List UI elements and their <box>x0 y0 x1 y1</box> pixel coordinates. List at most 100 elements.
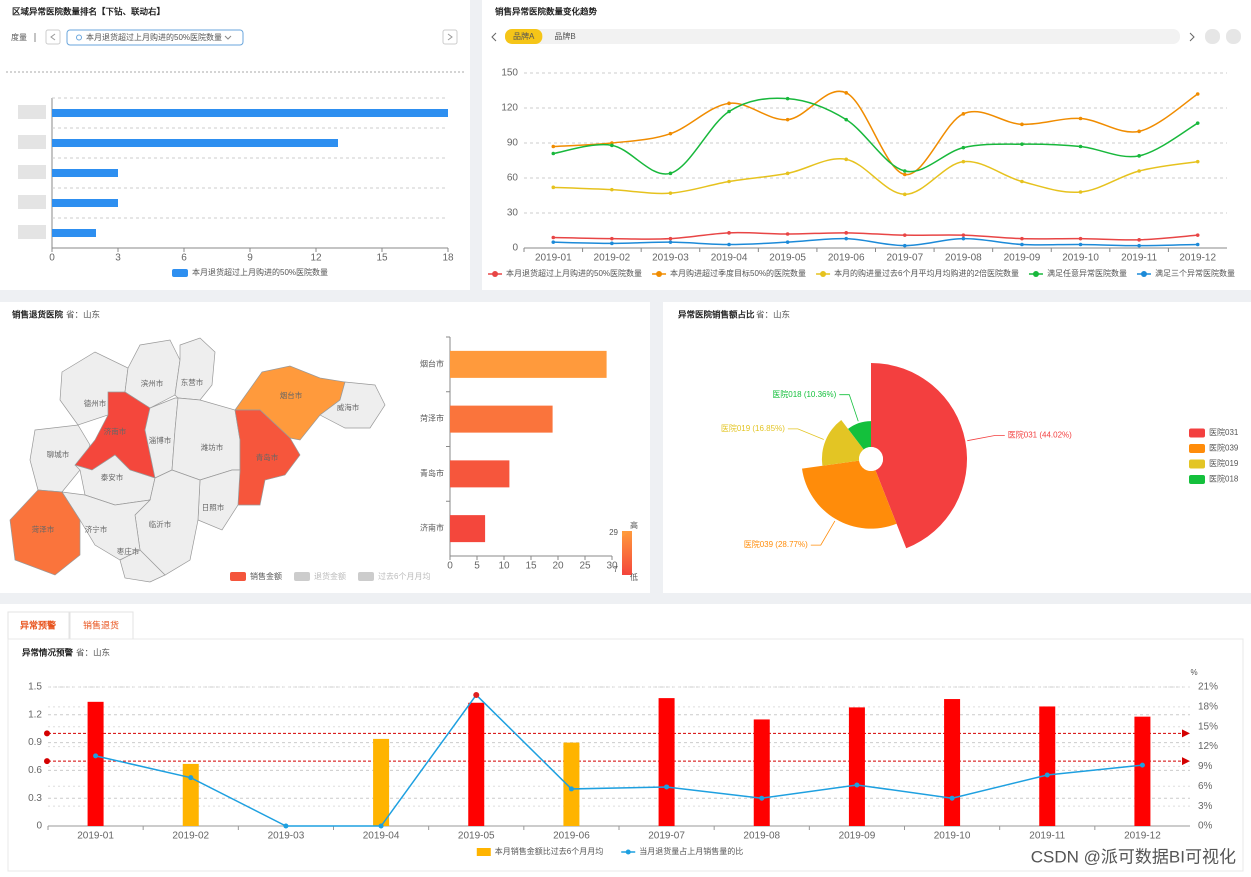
map-region[interactable] <box>171 397 241 481</box>
map-region[interactable] <box>234 409 301 506</box>
line <box>553 237 1198 247</box>
line-point <box>610 241 614 246</box>
region-label: 泰安市 <box>101 472 124 482</box>
bar <box>52 229 96 237</box>
legend-swatch <box>476 848 491 856</box>
chart-title: 区域异常医院数量排名【下钻、联动右】 <box>12 6 165 16</box>
line-point <box>844 117 849 122</box>
line <box>553 231 1198 241</box>
bar <box>658 698 675 826</box>
line-point <box>727 231 731 235</box>
bar <box>848 707 865 826</box>
tab-label[interactable]: 销售退货 <box>83 619 119 630</box>
filter-select[interactable] <box>66 29 244 46</box>
tab-active[interactable] <box>505 29 543 44</box>
pie-slice[interactable] <box>801 460 897 529</box>
line-point <box>727 101 731 106</box>
icon-button[interactable] <box>1205 29 1220 44</box>
map-region[interactable] <box>29 424 91 493</box>
region-label: 德州市 <box>84 398 107 408</box>
pie-slice[interactable] <box>821 419 864 466</box>
bar <box>450 350 607 378</box>
x-tick-label: 2019-11 <box>1121 253 1157 264</box>
line-point <box>1139 762 1145 768</box>
legend-label: 本月退货超过上月购进的50%医院数量 <box>192 267 328 277</box>
line-point <box>551 240 556 244</box>
line-point <box>1020 242 1024 247</box>
prev-button[interactable] <box>491 32 497 42</box>
line-point <box>610 143 614 148</box>
pie-slice[interactable] <box>871 363 968 549</box>
line-point <box>902 172 907 177</box>
region-label: 淄博市 <box>149 435 172 445</box>
y-tick-label: 1.5 <box>28 682 42 693</box>
tab-label[interactable]: 品牌B <box>554 31 575 41</box>
line-point <box>551 151 556 156</box>
line-point <box>727 242 731 247</box>
chart-subtitle: 省：山东 <box>756 309 790 319</box>
line-point <box>1078 116 1083 121</box>
pie-slice[interactable] <box>848 421 871 450</box>
bar <box>182 763 199 826</box>
y-tick-label: 150 <box>501 68 518 79</box>
legend-label: 满足任意异常医院数量 <box>1047 268 1127 278</box>
x-tick-label: 18 <box>442 253 454 264</box>
blurred-label <box>18 105 46 119</box>
bar <box>52 139 338 147</box>
y2-tick-label: 9% <box>1198 761 1213 772</box>
visual-map-value: 29 <box>609 528 618 537</box>
legend-swatch <box>294 572 310 581</box>
map-region[interactable] <box>319 381 386 429</box>
legend: 本月退货超过上月购进的50%医院数量 <box>171 267 328 277</box>
map-region[interactable] <box>9 489 81 576</box>
measure-label: 度量 <box>11 32 27 42</box>
watermark: CSDN @派可数据BI可视化 <box>1031 847 1236 866</box>
prev-button[interactable] <box>45 29 61 45</box>
region-label: 潍坊市 <box>201 442 224 452</box>
x-tick-label: 2019-07 <box>886 253 923 264</box>
line-point <box>1020 142 1024 146</box>
line-point <box>785 240 790 244</box>
tab-bar <box>505 29 1180 44</box>
bar <box>468 702 485 826</box>
line-point <box>1137 154 1141 158</box>
line-point <box>664 784 670 790</box>
x-tick-label: 0 <box>49 253 55 264</box>
line-point <box>854 782 860 788</box>
map-region[interactable] <box>119 549 166 583</box>
legend: 本月销售金额比过去6个月月均 当月退货量占上月销售量的比 <box>476 846 743 856</box>
x-tick-label: 2019-03 <box>652 253 689 264</box>
visual-map-value: 7 <box>614 565 619 574</box>
x-tick-label: 2019-01 <box>535 253 572 264</box>
map-region[interactable] <box>61 491 151 561</box>
line-point <box>844 157 849 162</box>
region-label: 烟台市 <box>280 390 303 400</box>
data-label: 医院018 (10.36%) <box>772 389 836 399</box>
x-tick-label: 30 <box>606 561 618 572</box>
next-button[interactable] <box>1189 32 1195 42</box>
legend-swatch <box>820 271 827 277</box>
tab-label[interactable]: 品牌A <box>513 31 535 41</box>
legend-swatch <box>1140 271 1147 277</box>
line-point <box>668 131 673 136</box>
tab-label[interactable]: 异常预警 <box>20 619 56 630</box>
line-point <box>1078 242 1083 247</box>
legend-swatch <box>656 271 663 277</box>
legend-label: 销售金额 <box>250 571 282 581</box>
line-point <box>1195 242 1200 247</box>
legend-label: 医院031 <box>1209 427 1239 437</box>
y-tick-label: 30 <box>507 208 519 219</box>
visual-map-label: 高 <box>630 520 638 530</box>
blurred-label <box>18 225 46 239</box>
line-point <box>727 179 731 184</box>
region-label: 枣庄市 <box>117 546 140 556</box>
line-point <box>188 775 194 781</box>
next-button[interactable] <box>442 29 458 45</box>
bar <box>1134 716 1151 826</box>
line-point <box>93 753 99 759</box>
icon-button[interactable] <box>1226 29 1241 44</box>
line-point <box>844 231 849 235</box>
mark-line-arrow <box>1182 757 1190 766</box>
y2-tick-label: 21% <box>1198 682 1218 693</box>
